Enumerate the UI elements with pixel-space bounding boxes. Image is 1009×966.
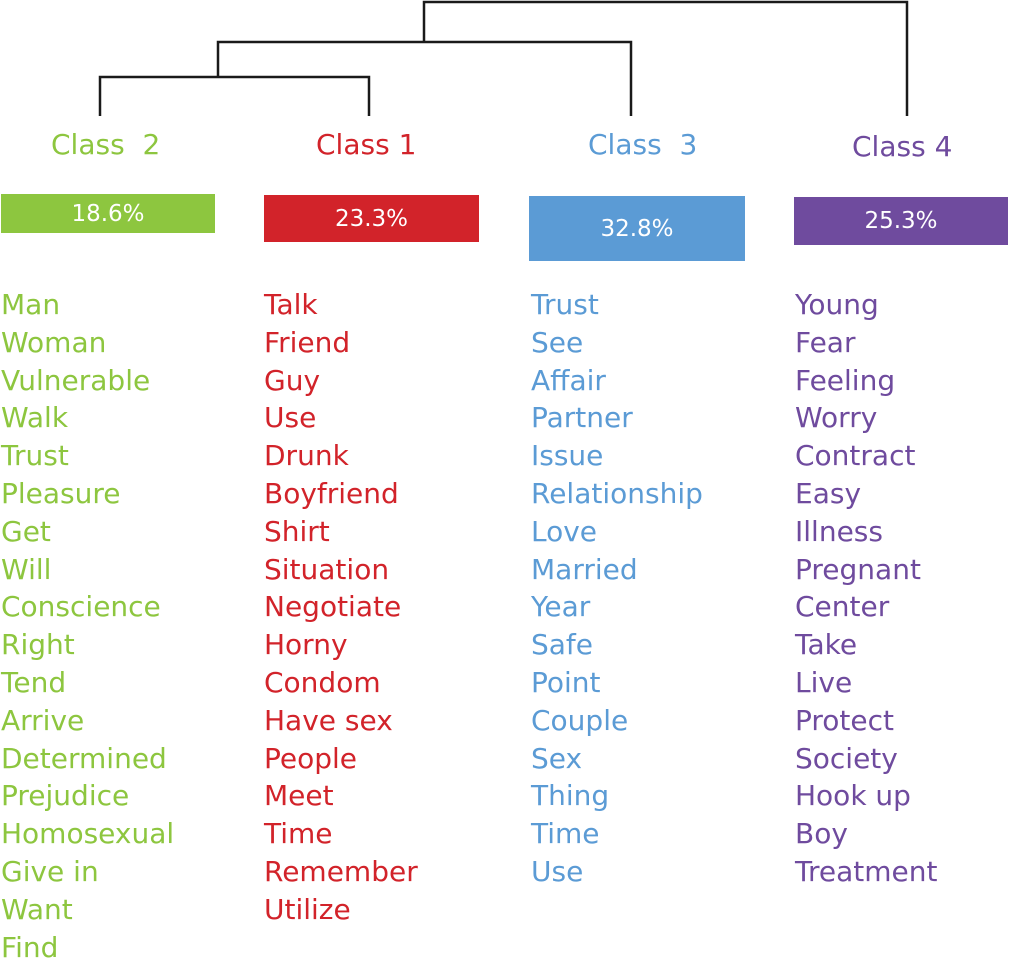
class-2-word: Want bbox=[1, 892, 73, 926]
class-3-word: Safe bbox=[531, 628, 594, 662]
class-1-word: Meet bbox=[264, 779, 334, 813]
class-3-word-list: Trust See Affair Partner Issue Relations… bbox=[531, 286, 703, 891]
class-1-word-list: Talk Friend Guy Use Drunk Boyfriend Shir… bbox=[264, 286, 418, 929]
class-4-word: Feeling bbox=[795, 363, 896, 397]
class-2-word: Homosexual bbox=[1, 817, 175, 851]
class-3-word: Relationship bbox=[531, 476, 703, 510]
class-1-word: Situation bbox=[264, 552, 390, 586]
class-2-word: Give in bbox=[1, 854, 99, 888]
class-2-word: Will bbox=[1, 552, 52, 586]
class-2-word: Walk bbox=[1, 401, 69, 435]
class-4-word: Take bbox=[795, 628, 858, 662]
class-1-word: Shirt bbox=[264, 514, 330, 548]
dendrogram-link-root-class-4 bbox=[422, 0, 909, 116]
class-1-title: Class 1 bbox=[316, 128, 417, 161]
class-2-percentage-label: 18.6% bbox=[71, 200, 145, 227]
class-3-percentage-bar: 32.8% bbox=[529, 196, 745, 261]
class-1-word: Horny bbox=[264, 628, 348, 662]
dendrogram-link-class-2-1-class-3 bbox=[216, 40, 633, 116]
class-1-word: Guy bbox=[264, 363, 321, 397]
class-4-word: Boy bbox=[795, 817, 848, 851]
class-1-word: Utilize bbox=[264, 892, 351, 926]
class-3-word: Thing bbox=[531, 779, 610, 813]
class-2-word: Prejudice bbox=[1, 779, 130, 813]
class-1-word: Time bbox=[264, 817, 333, 851]
dendrogram bbox=[98, 0, 909, 116]
class-4-word: Treatment bbox=[795, 854, 938, 888]
class-2-title: Class 2 bbox=[51, 128, 161, 161]
class-1-word: Remember bbox=[264, 854, 418, 888]
class-2-word: Tend bbox=[1, 665, 67, 699]
class-4-word: Hook up bbox=[795, 779, 911, 813]
class-1-percentage-label: 23.3% bbox=[334, 205, 409, 232]
class-3-title: Class 3 bbox=[588, 128, 698, 161]
class-1-word: People bbox=[264, 741, 358, 775]
class-4-word: Protect bbox=[795, 703, 894, 737]
class-3-word: Married bbox=[531, 552, 638, 586]
class-4-word: Live bbox=[795, 665, 853, 699]
class-1-word: Talk bbox=[264, 288, 318, 321]
class-4-word: Center bbox=[795, 590, 890, 624]
class-3-word: Year bbox=[531, 590, 591, 624]
class-3-word: Issue bbox=[531, 439, 604, 473]
class-1-word: Friend bbox=[264, 325, 351, 359]
class-1-word: Drunk bbox=[264, 439, 349, 473]
class-2-percentage-bar: 18.6% bbox=[1, 194, 215, 233]
class-1-percentage-bar: 23.3% bbox=[264, 195, 479, 242]
class-4-title: Class 4 bbox=[852, 130, 953, 163]
class-3-word: Couple bbox=[531, 703, 629, 737]
dendrogram-link-class-2-class-1 bbox=[98, 75, 371, 116]
class-3-word: Use bbox=[531, 854, 584, 888]
class-4-percentage-bar: 25.3% bbox=[794, 197, 1008, 245]
class-2-word: Woman bbox=[1, 325, 107, 359]
class-2-word: Determined bbox=[1, 741, 167, 775]
class-3-word: See bbox=[531, 325, 584, 359]
class-1-word: Negotiate bbox=[264, 590, 402, 624]
class-3-word: Trust bbox=[531, 288, 599, 321]
class-2-word: Find bbox=[1, 930, 59, 964]
class-4-percentage-label: 25.3% bbox=[864, 208, 938, 234]
class-3-word: Partner bbox=[531, 401, 633, 435]
class-2-word: Pleasure bbox=[1, 476, 121, 510]
class-4-word: Society bbox=[795, 741, 898, 775]
class-4-word: Contract bbox=[795, 439, 916, 473]
class-4-word-list: Young Fear Feeling Worry Contract Easy I… bbox=[795, 286, 937, 891]
class-2-word-list: Man Woman Vulnerable Walk Trust Pleasure… bbox=[1, 286, 174, 966]
class-1-word: Condom bbox=[264, 665, 381, 699]
class-2-word: Right bbox=[1, 628, 75, 662]
class-4-word: Easy bbox=[795, 476, 862, 510]
class-4-word: Pregnant bbox=[795, 552, 921, 586]
class-2-word: Get bbox=[1, 514, 51, 548]
class-1-word: Boyfriend bbox=[264, 476, 399, 510]
class-2-word: Conscience bbox=[1, 590, 161, 624]
class-3-word: Sex bbox=[531, 741, 583, 775]
class-3-word: Point bbox=[531, 665, 601, 699]
class-3-word: Affair bbox=[531, 363, 606, 397]
class-2-word: Arrive bbox=[1, 703, 85, 737]
class-2-word: Vulnerable bbox=[1, 363, 151, 397]
class-4-word: Illness bbox=[795, 514, 883, 548]
class-2-word: Trust bbox=[1, 439, 69, 473]
class-4-word: Fear bbox=[795, 325, 856, 359]
class-4-word: Young bbox=[795, 288, 879, 321]
class-2-word: Man bbox=[1, 288, 61, 321]
class-1-word: Have sex bbox=[264, 703, 393, 737]
class-3-percentage-label: 32.8% bbox=[600, 215, 674, 242]
class-3-word: Time bbox=[531, 817, 600, 851]
class-4-word: Worry bbox=[795, 401, 878, 435]
class-3-word: Love bbox=[531, 514, 598, 548]
class-1-word: Use bbox=[264, 401, 317, 435]
